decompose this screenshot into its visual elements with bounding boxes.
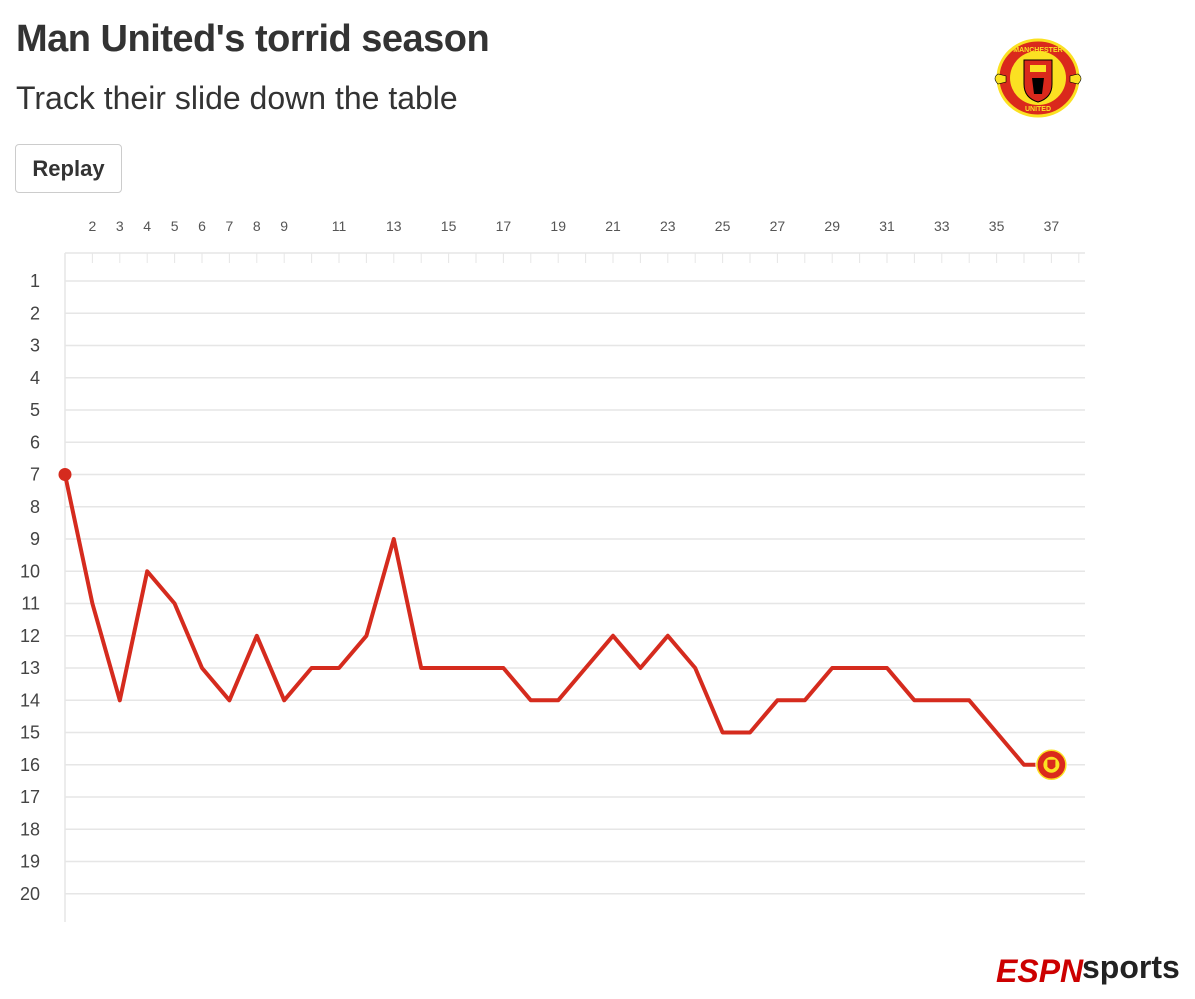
position-line-chart: 2 3 4 5 6 7 8 9 11 13 15 17 19 21 23 25 27 29 31 33 35 37 123…: [20, 218, 1085, 922]
y-tick-label: 12: [20, 626, 40, 646]
crest-text-top: MANCHESTER: [1013, 47, 1062, 54]
start-point: [58, 468, 72, 481]
x-tick-label: 13: [386, 218, 402, 234]
y-tick-label: 6: [30, 432, 40, 452]
y-tick-label: 1: [30, 271, 40, 291]
y-tick-label: 9: [30, 529, 40, 549]
y-tick-label: 5: [30, 400, 40, 420]
chart-subtitle: Track their slide down the table: [16, 80, 458, 116]
manchester-united-crest-logo: MANCHESTER UNITED: [994, 38, 1082, 118]
crest-text-bottom: UNITED: [1025, 106, 1051, 113]
x-tick-label: 5: [171, 218, 179, 234]
x-tick-label: 15: [441, 218, 457, 234]
y-tick-label: 11: [21, 594, 40, 614]
y-tick-label: 14: [20, 690, 40, 710]
y-tick-label: 18: [20, 819, 40, 839]
y-tick-label: 16: [20, 755, 40, 775]
y-tick-label: 15: [20, 723, 40, 743]
espn-wordmark: ESPN: [996, 953, 1084, 989]
x-tick-label: 33: [934, 218, 950, 234]
series-layer: [58, 468, 1068, 781]
x-tick-label: 8: [253, 218, 261, 234]
x-tick-label: 29: [824, 218, 840, 234]
x-tick-label: 31: [879, 218, 895, 234]
y-tick-label: 8: [30, 497, 40, 517]
y-tick-label: 10: [20, 561, 40, 581]
espn-sports-logo: ESPN sports: [996, 949, 1180, 989]
x-tick-label: 3: [116, 218, 124, 234]
y-tick-label: 20: [20, 884, 40, 904]
chart-title: Man United's torrid season: [16, 18, 490, 60]
x-tick-label: 17: [496, 218, 512, 234]
x-tick-label: 7: [226, 218, 234, 234]
sports-wordmark: sports: [1082, 949, 1180, 985]
position-line: [63, 472, 1054, 767]
y-tick-label: 3: [30, 336, 40, 356]
x-axis: 2 3 4 5 6 7 8 9 11 13 15 17 19 21 23 25 27 29 31 33 35 37: [89, 218, 1060, 234]
x-tick-label: 19: [550, 218, 566, 234]
grid-layer: [64, 252, 1085, 922]
x-tick-label: 21: [605, 218, 621, 234]
x-tick-label: 4: [143, 218, 151, 234]
x-tick-label: 23: [660, 218, 676, 234]
end-marker-shield: [1047, 759, 1056, 770]
y-tick-label: 17: [20, 787, 40, 807]
y-tick-label: 13: [20, 658, 40, 678]
x-tick-label: 6: [198, 218, 206, 234]
x-tick-label: 9: [280, 218, 288, 234]
y-tick-label: 19: [20, 852, 40, 872]
y-tick-label: 7: [30, 465, 40, 485]
replay-button[interactable]: Replay: [15, 144, 122, 193]
x-tick-label: 27: [770, 218, 786, 234]
y-tick-label: 2: [30, 303, 40, 323]
x-tick-label: 2: [89, 218, 97, 234]
x-tick-label: 37: [1044, 218, 1060, 234]
y-tick-label: 4: [30, 368, 40, 388]
x-tick-label: 25: [715, 218, 731, 234]
x-tick-label: 35: [989, 218, 1005, 234]
x-tick-label: 11: [332, 218, 347, 234]
